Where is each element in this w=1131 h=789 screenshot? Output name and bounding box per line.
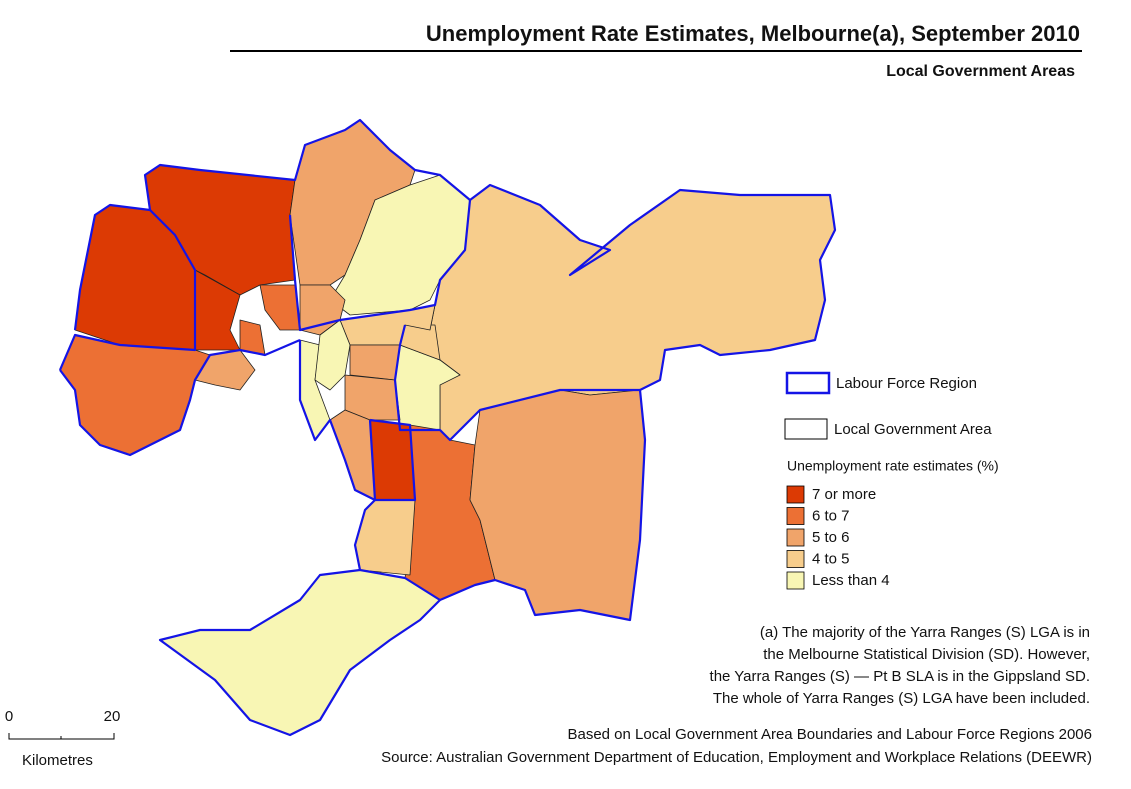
region-boundary [368,418,417,502]
legend-swatch [786,571,805,590]
legend-label: 6 to 7 [812,507,850,524]
scale-tick-label: 0 [5,708,13,725]
region-boundary [59,338,301,457]
region-boundary [288,199,472,332]
lga [349,344,401,381]
map [58,118,837,737]
legend-heading: Unemployment rate estimates (%) [787,458,999,474]
legend-label: Local Government Area [834,421,992,438]
lga [329,409,376,501]
source-line: Based on Local Government Area Boundarie… [567,726,1092,743]
legend-label: 5 to 6 [812,529,850,546]
legend-classes: 7 or more 6 to 7 5 to 6 4 to 5 Less than 4 [786,485,890,590]
lga [369,419,416,501]
legend-label: Less than 4 [812,572,890,589]
legend-label: Labour Force Region [836,375,977,392]
footnote-line: the Yarra Ranges (S) — Pt B SLA is in th… [710,668,1090,685]
title: Unemployment Rate Estimates, Melbourne(a… [426,21,1080,46]
footnote: (a) The majority of the Yarra Ranges (S)… [710,624,1090,707]
legend: Labour Force Region Local Government Are… [784,371,999,590]
legend-label: 7 or more [812,486,876,503]
legend-boundary-swatch [784,418,828,440]
subtitle: Local Government Areas [886,63,1075,80]
scale-bar: 0 20 Kilometres [5,708,121,769]
footnote-line: The whole of Yarra Ranges (S) LGA have b… [713,690,1090,707]
scale-unit: Kilometres [22,752,93,769]
footnote-line: the Melbourne Statistical Division (SD).… [763,646,1090,663]
region-boundary [58,209,197,371]
scale-line [8,733,115,740]
lga [259,284,301,331]
lga [159,569,441,736]
legend-label: 4 to 5 [812,550,850,567]
source: Based on Local Government Area Boundarie… [381,726,1092,766]
region-boundary [393,324,640,442]
legend-boundary-swatch [785,371,831,395]
legend-swatch [786,485,805,504]
scale-tick-label: 20 [104,708,121,725]
footnote-line: (a) The majority of the Yarra Ranges (S)… [760,624,1090,641]
lga [469,389,646,621]
lga [344,374,401,421]
source-line: Source: Australian Government Department… [381,749,1092,766]
legend-swatch [786,507,805,525]
region-boundary [158,568,441,737]
lga [59,334,211,456]
legend-swatch [786,528,805,547]
legend-swatch [786,550,805,568]
